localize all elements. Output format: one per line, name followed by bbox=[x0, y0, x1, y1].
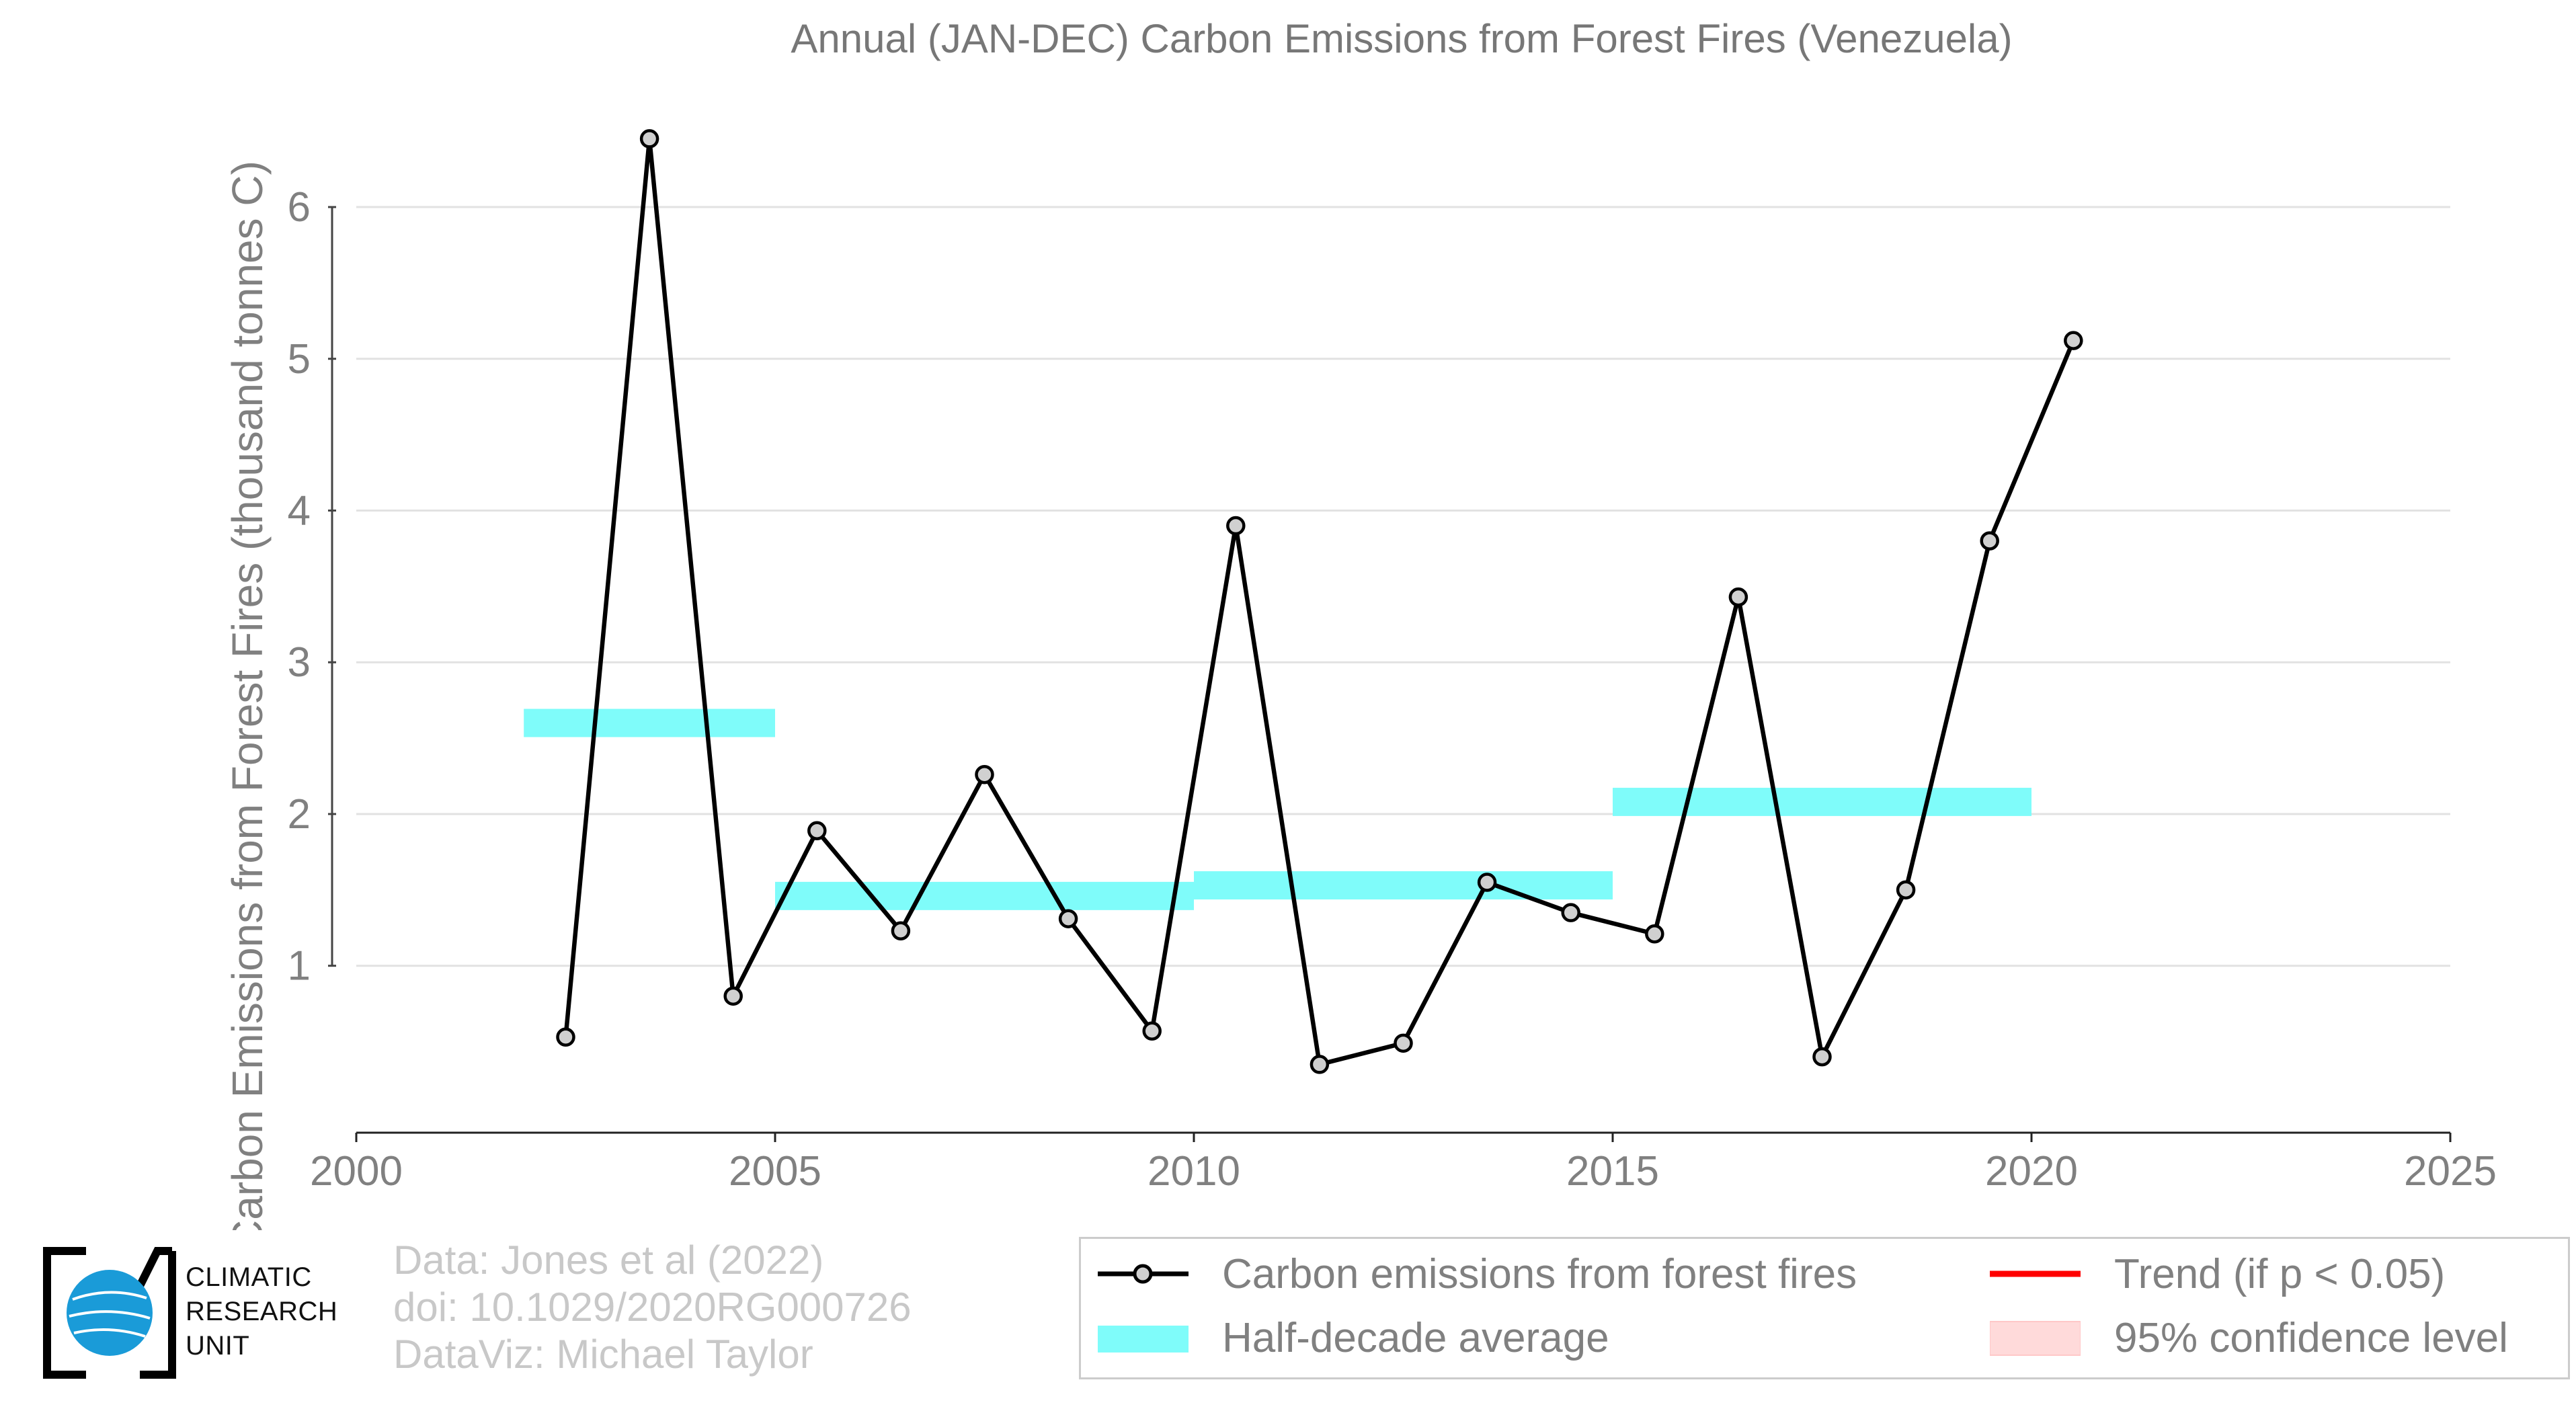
emissions-point bbox=[556, 1027, 575, 1047]
emissions-point bbox=[1896, 880, 1916, 900]
emissions-line bbox=[563, 136, 2076, 1067]
legend-label-confidence: 95% confidence level bbox=[2114, 1314, 2508, 1361]
emissions-point bbox=[1728, 587, 1748, 607]
legend-label-emissions: Carbon emissions from forest fires bbox=[1222, 1250, 1857, 1297]
half-decade-average-bar bbox=[1613, 787, 2031, 816]
x-tick-label: 2015 bbox=[1566, 1148, 1659, 1195]
legend: Carbon emissions from forest fires Half-… bbox=[1079, 1237, 2570, 1379]
chart: Annual (JAN-DEC) Carbon Emissions from F… bbox=[223, 16, 2497, 1230]
emissions-point bbox=[2064, 331, 2083, 350]
emissions-point bbox=[1394, 1033, 1413, 1053]
half-decade-bands bbox=[524, 709, 2031, 910]
x-tick-label: 2005 bbox=[729, 1148, 821, 1195]
credit-doi: doi: 10.1029/2020RG000726 bbox=[393, 1285, 912, 1330]
grid bbox=[356, 206, 2450, 967]
emissions-series bbox=[556, 129, 2083, 1074]
cru-logo-text: CLIMATIC RESEARCH UNIT bbox=[186, 1262, 338, 1361]
x-tick-label: 2010 bbox=[1148, 1148, 1240, 1195]
y-tick-label: 1 bbox=[288, 943, 311, 990]
emissions-point bbox=[1561, 903, 1580, 922]
x-tick-label: 2025 bbox=[2404, 1148, 2497, 1195]
emissions-point bbox=[1310, 1055, 1330, 1074]
cru-logo: CLIMATIC RESEARCH UNIT bbox=[39, 1246, 355, 1380]
emissions-point bbox=[1980, 531, 1999, 551]
y-tick-label: 2 bbox=[288, 791, 311, 838]
emissions-point bbox=[1645, 924, 1664, 944]
half-decade-average-bar bbox=[775, 881, 1194, 910]
emissions-point bbox=[1226, 516, 1246, 536]
legend-band-swatch-icon bbox=[1098, 1326, 1189, 1353]
x-tick-label: 2020 bbox=[1985, 1148, 2078, 1195]
legend-label-average: Half-decade average bbox=[1222, 1314, 1609, 1361]
legend-trend-line-icon bbox=[1990, 1270, 2081, 1277]
credit-dataviz: DataViz: Michael Taylor bbox=[393, 1332, 813, 1377]
credit-data: Data: Jones et al (2022) bbox=[393, 1238, 824, 1283]
y-tick-label: 4 bbox=[288, 487, 311, 534]
emissions-point bbox=[723, 986, 743, 1006]
legend-item-trend: Trend (if p < 0.05) bbox=[1990, 1247, 2445, 1301]
y-axis-label: Carbon Emissions from Forest Fires (thou… bbox=[223, 161, 272, 1230]
emissions-point bbox=[1142, 1021, 1162, 1041]
emissions-point bbox=[975, 765, 994, 784]
y-tick-label: 5 bbox=[288, 336, 311, 382]
legend-item-confidence: 95% confidence level bbox=[1990, 1311, 2508, 1365]
emissions-point bbox=[1058, 909, 1078, 928]
axes: 1 2 3 4 5 6 2000 2005 2010 2015 2020 2025 bbox=[288, 184, 2497, 1195]
legend-line-marker-icon bbox=[1098, 1264, 1189, 1284]
emissions-point bbox=[891, 921, 911, 941]
y-tick-label: 6 bbox=[288, 184, 311, 231]
legend-item-average: Half-decade average bbox=[1098, 1311, 1609, 1365]
y-tick-label: 3 bbox=[288, 639, 311, 686]
credits: Data: Jones et al (2022) doi: 10.1029/20… bbox=[393, 1237, 912, 1378]
emissions-point bbox=[807, 821, 827, 841]
half-decade-average-bar bbox=[1194, 871, 1613, 900]
legend-label-trend: Trend (if p < 0.05) bbox=[2114, 1250, 2446, 1297]
cru-globe-icon bbox=[43, 1247, 176, 1379]
x-tick-label: 2000 bbox=[310, 1148, 403, 1195]
emissions-point bbox=[1812, 1047, 1832, 1067]
emissions-point bbox=[1477, 873, 1497, 892]
legend-confidence-swatch-icon bbox=[1990, 1321, 2081, 1356]
emissions-point bbox=[639, 129, 659, 149]
chart-title: Annual (JAN-DEC) Carbon Emissions from F… bbox=[791, 16, 2012, 61]
legend-item-emissions: Carbon emissions from forest fires bbox=[1098, 1247, 1857, 1301]
half-decade-average-bar bbox=[524, 709, 775, 737]
